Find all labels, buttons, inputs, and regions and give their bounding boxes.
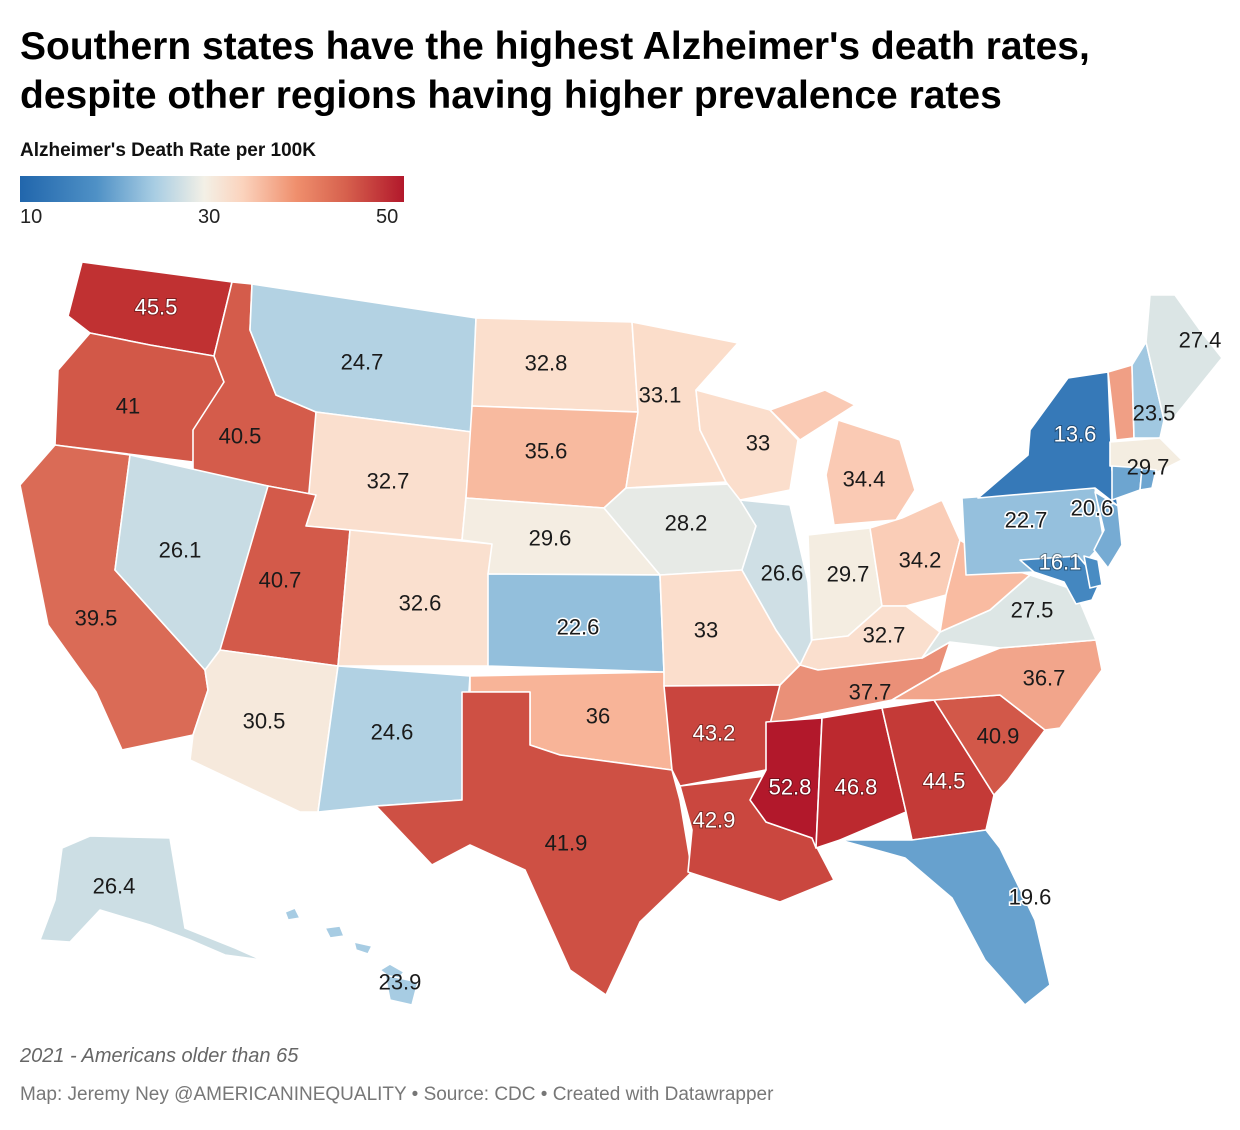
value-label-SC: 40.9 bbox=[977, 724, 1020, 749]
value-label-GA: 44.5 bbox=[923, 769, 966, 794]
value-label-MD: 16.1 bbox=[1039, 550, 1082, 575]
value-label-KS: 22.6 bbox=[557, 615, 600, 640]
value-label-IA: 28.2 bbox=[665, 511, 708, 536]
value-label-SD: 35.6 bbox=[525, 439, 568, 464]
value-label-MA: 29.7 bbox=[1127, 455, 1170, 480]
state-HI[interactable] bbox=[284, 907, 419, 1006]
value-label-TX: 41.9 bbox=[545, 831, 588, 856]
state-VT[interactable] bbox=[1107, 364, 1135, 441]
value-label-NJ: 20.6 bbox=[1071, 496, 1114, 521]
map-notes: 2021 - Americans older than 65 bbox=[20, 1045, 299, 1067]
value-label-MN: 33.1 bbox=[639, 383, 682, 408]
value-label-PA: 22.7 bbox=[1005, 508, 1048, 533]
value-label-IL: 26.6 bbox=[761, 561, 804, 586]
map-title: Southern states have the highest Alzheim… bbox=[20, 25, 1090, 117]
value-label-OH: 34.2 bbox=[899, 548, 942, 573]
state-DE[interactable] bbox=[1083, 555, 1103, 589]
legend-max-label: 50 bbox=[376, 206, 399, 228]
value-label-NH: 23.5 bbox=[1133, 401, 1176, 426]
map-credit: Map: Jeremy Ney @AMERICANINEQUALITY • So… bbox=[20, 1084, 774, 1105]
value-label-ND: 32.8 bbox=[525, 351, 568, 376]
value-label-WA: 45.5 bbox=[135, 295, 178, 320]
legend-min-label: 10 bbox=[20, 206, 43, 228]
value-label-KY: 32.7 bbox=[863, 623, 906, 648]
state-MA[interactable] bbox=[1109, 437, 1183, 473]
value-label-LA: 42.9 bbox=[693, 808, 736, 833]
legend-mid-label: 30 bbox=[198, 206, 221, 228]
value-label-NC: 36.7 bbox=[1023, 666, 1066, 691]
value-label-VA: 27.5 bbox=[1011, 598, 1054, 623]
value-label-FL: 19.6 bbox=[1009, 885, 1052, 910]
value-label-UT: 40.7 bbox=[259, 568, 302, 593]
value-label-OR: 41 bbox=[116, 394, 140, 419]
state-value-labels: 45.5 41 39.5 40.5 26.1 24.7 32.7 40.7 30… bbox=[75, 294, 1222, 995]
state-NC[interactable] bbox=[891, 639, 1103, 731]
value-label-ID: 40.5 bbox=[219, 424, 262, 449]
value-label-AZ: 30.5 bbox=[243, 709, 286, 734]
state-shapes bbox=[19, 261, 1223, 1006]
state-FL[interactable] bbox=[839, 829, 1051, 1006]
legend-color-scale bbox=[20, 176, 404, 202]
value-label-NE: 29.6 bbox=[529, 526, 572, 551]
value-label-MS: 52.8 bbox=[769, 775, 812, 800]
state-AK[interactable] bbox=[39, 835, 263, 961]
value-label-AL: 46.8 bbox=[835, 775, 878, 800]
state-AL[interactable] bbox=[815, 707, 907, 849]
value-label-IN: 29.7 bbox=[827, 562, 870, 587]
value-label-AK: 26.4 bbox=[93, 874, 136, 899]
value-label-AR: 43.2 bbox=[693, 721, 736, 746]
value-label-NY: 13.6 bbox=[1054, 422, 1097, 447]
value-label-MI: 34.4 bbox=[843, 467, 886, 492]
value-label-HI: 23.9 bbox=[379, 970, 422, 995]
state-AR[interactable] bbox=[663, 684, 781, 787]
value-label-WY: 32.7 bbox=[367, 469, 410, 494]
value-label-ME: 27.4 bbox=[1179, 328, 1222, 353]
value-label-CO: 32.6 bbox=[399, 591, 442, 616]
state-NJ[interactable] bbox=[1093, 491, 1123, 569]
state-MD[interactable] bbox=[1019, 555, 1101, 605]
state-NH[interactable] bbox=[1131, 341, 1165, 439]
value-label-CA: 39.5 bbox=[75, 606, 118, 631]
state-NY[interactable] bbox=[977, 371, 1119, 507]
state-RI[interactable] bbox=[1139, 467, 1157, 491]
value-label-MO: 33 bbox=[694, 618, 718, 643]
value-label-TN: 37.7 bbox=[849, 680, 892, 705]
state-TX[interactable] bbox=[375, 691, 693, 996]
state-ME[interactable] bbox=[1145, 294, 1223, 421]
value-label-NM: 24.6 bbox=[371, 720, 414, 745]
value-label-MT: 24.7 bbox=[341, 350, 384, 375]
value-label-WI: 33 bbox=[746, 431, 770, 456]
legend-title: Alzheimer's Death Rate per 100K bbox=[20, 140, 316, 161]
value-label-NV: 26.1 bbox=[159, 538, 202, 563]
value-label-OK: 36 bbox=[586, 704, 610, 729]
